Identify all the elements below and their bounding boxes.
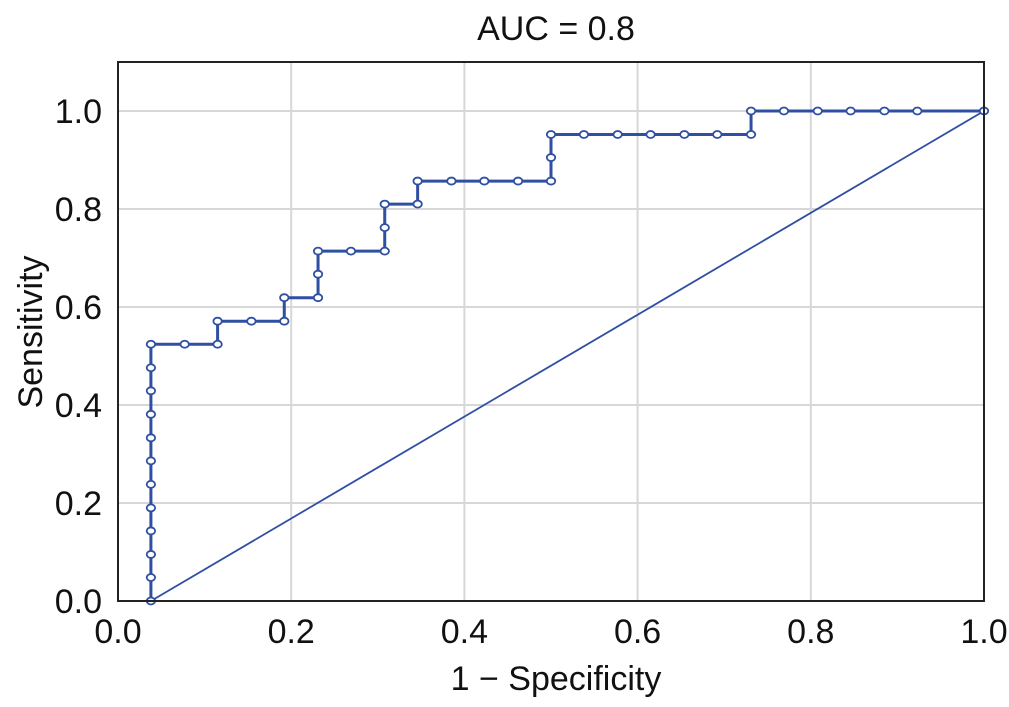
reference-line-layer — [150, 110, 985, 602]
roc-point — [145, 433, 157, 443]
roc-point — [745, 106, 757, 116]
roc-point — [145, 573, 157, 582]
roc-point — [545, 176, 557, 186]
roc-point — [312, 293, 324, 303]
roc-point — [145, 339, 157, 349]
x-tick-label: 1.0 — [960, 613, 1007, 651]
roc-point — [379, 223, 390, 233]
roc-point — [912, 106, 923, 116]
y-tick-label: 1.0 — [55, 93, 102, 131]
y-tick-label: 0.8 — [55, 191, 102, 229]
roc-point — [612, 130, 623, 139]
roc-curve-layer — [145, 106, 990, 606]
roc-point — [578, 130, 590, 139]
roc-curve-line — [149, 109, 984, 601]
chart-title: AUC = 0.8 — [477, 10, 635, 48]
roc-point — [812, 106, 823, 116]
roc-point — [212, 339, 223, 349]
plot-border — [117, 61, 985, 602]
roc-point — [279, 293, 290, 303]
roc-point — [145, 386, 157, 396]
roc-point — [879, 106, 890, 116]
roc-point — [145, 526, 157, 536]
roc-point — [412, 199, 423, 209]
roc-point — [246, 316, 257, 326]
y-tick-label: 0.4 — [55, 387, 102, 425]
roc-point — [145, 479, 157, 489]
roc-point — [645, 130, 656, 139]
roc-point — [312, 246, 324, 256]
reference-diagonal-line — [150, 110, 985, 602]
roc-point — [145, 363, 157, 373]
roc-point — [145, 550, 157, 559]
roc-point — [545, 130, 557, 139]
roc-point — [545, 153, 557, 162]
x-axis-label: 1 − Specificity — [451, 660, 662, 698]
roc-point — [679, 130, 690, 139]
roc-point — [145, 409, 157, 419]
plot-frame-layer — [117, 61, 985, 602]
x-tick-label: 0.2 — [268, 613, 315, 651]
roc-point — [778, 106, 790, 116]
roc-point — [379, 199, 390, 209]
roc-point — [212, 316, 223, 326]
x-tick-label: 0.8 — [787, 613, 834, 651]
roc-point — [745, 130, 757, 139]
roc-point — [845, 106, 856, 116]
roc-point — [312, 269, 324, 279]
x-tick-label: 0.0 — [94, 613, 141, 651]
roc-point — [345, 246, 357, 256]
x-tick-label: 0.4 — [441, 613, 488, 651]
roc-point — [512, 176, 524, 186]
y-tick-label: 0.2 — [55, 485, 102, 523]
roc-point — [712, 130, 723, 139]
tick-labels-layer: 0.0 0.2 0.4 0.6 0.8 1.0 0.0 0.2 0.4 0.6 0.8 1.0 — [55, 93, 1008, 651]
x-tick-label: 0.6 — [614, 613, 661, 651]
roc-point — [179, 339, 190, 349]
y-axis-label: Sensitivity — [12, 255, 50, 408]
roc-point — [479, 176, 490, 186]
roc-point — [412, 176, 423, 186]
roc-point — [145, 503, 157, 513]
roc-point — [446, 176, 457, 186]
roc-point — [145, 456, 157, 466]
roc-point — [379, 246, 390, 256]
roc-point — [279, 316, 290, 326]
y-tick-label: 0.0 — [55, 583, 102, 621]
y-tick-label: 0.6 — [55, 289, 102, 327]
